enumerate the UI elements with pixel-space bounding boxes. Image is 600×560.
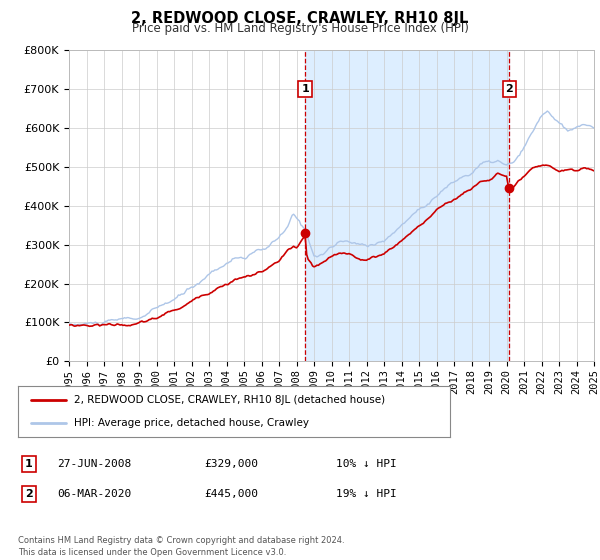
Text: Price paid vs. HM Land Registry's House Price Index (HPI): Price paid vs. HM Land Registry's House … <box>131 22 469 35</box>
Text: 10% ↓ HPI: 10% ↓ HPI <box>336 459 397 469</box>
Text: 06-MAR-2020: 06-MAR-2020 <box>57 489 131 499</box>
Text: Contains HM Land Registry data © Crown copyright and database right 2024.
This d: Contains HM Land Registry data © Crown c… <box>18 536 344 557</box>
Text: HPI: Average price, detached house, Crawley: HPI: Average price, detached house, Craw… <box>74 418 309 428</box>
Text: 1: 1 <box>301 84 309 94</box>
Text: 2, REDWOOD CLOSE, CRAWLEY, RH10 8JL: 2, REDWOOD CLOSE, CRAWLEY, RH10 8JL <box>131 11 469 26</box>
Text: 2: 2 <box>506 84 514 94</box>
Text: 1: 1 <box>25 459 32 469</box>
Text: 2, REDWOOD CLOSE, CRAWLEY, RH10 8JL (detached house): 2, REDWOOD CLOSE, CRAWLEY, RH10 8JL (det… <box>74 395 385 405</box>
Text: 19% ↓ HPI: 19% ↓ HPI <box>336 489 397 499</box>
Text: 27-JUN-2008: 27-JUN-2008 <box>57 459 131 469</box>
Text: 2: 2 <box>25 489 32 499</box>
Text: £329,000: £329,000 <box>204 459 258 469</box>
Text: £445,000: £445,000 <box>204 489 258 499</box>
Bar <box>305 50 509 361</box>
